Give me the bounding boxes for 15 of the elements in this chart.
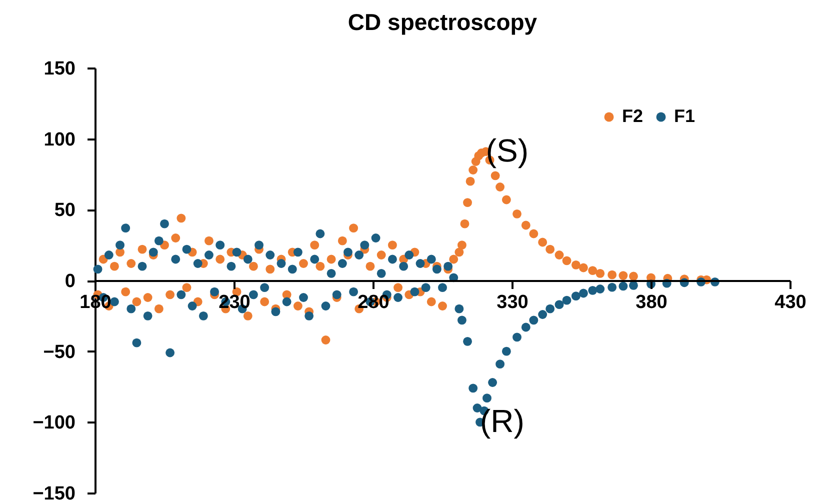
y-tick-label: 0 xyxy=(64,271,76,292)
annotation: (S) xyxy=(486,132,529,169)
x-tick-label: 380 xyxy=(636,292,668,313)
y-tick-label: −50 xyxy=(43,342,76,363)
x-tick-label: 330 xyxy=(496,292,528,313)
y-tick-label: −100 xyxy=(32,412,76,434)
chart-title: CD spectroscopy xyxy=(348,9,538,35)
annotation: (R) xyxy=(480,403,524,440)
legend-label: F2 xyxy=(622,106,644,126)
y-tick-label: 50 xyxy=(54,200,76,222)
legend-label: F1 xyxy=(674,106,696,126)
y-tick-label: −150 xyxy=(32,484,76,504)
y-tick-label: 100 xyxy=(44,129,76,150)
x-tick-label: 430 xyxy=(774,292,806,313)
y-tick-label: 150 xyxy=(44,58,76,80)
